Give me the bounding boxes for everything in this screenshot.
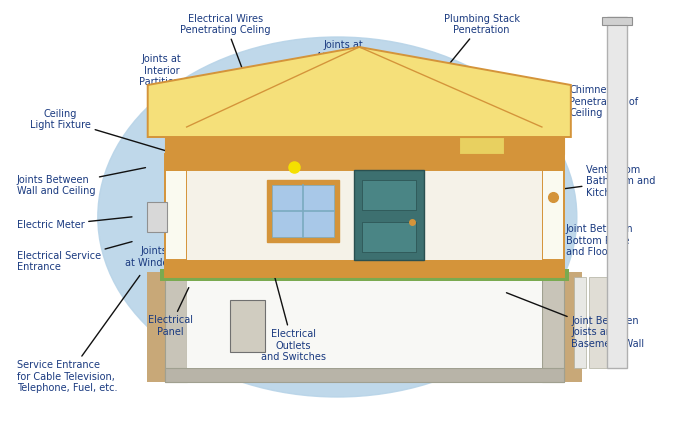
- Bar: [165, 170, 186, 260]
- Bar: [607, 17, 626, 368]
- Ellipse shape: [98, 37, 577, 397]
- Bar: [165, 277, 186, 382]
- Text: Joints at
Attic Hatch: Joints at Attic Hatch: [317, 40, 371, 132]
- Polygon shape: [148, 47, 571, 137]
- Text: Ceiling
Light Fixture: Ceiling Light Fixture: [30, 109, 194, 159]
- Bar: [362, 222, 416, 252]
- Bar: [146, 202, 167, 232]
- Bar: [542, 170, 564, 260]
- Bar: [542, 277, 564, 382]
- Text: Cracks
Around Doors: Cracks Around Doors: [273, 215, 340, 268]
- Text: Joint Between
Joists and
Basement Wall: Joint Between Joists and Basement Wall: [506, 293, 645, 349]
- Text: Plumbing Stack
Penetration: Plumbing Stack Penetration: [438, 14, 520, 77]
- Bar: [273, 185, 334, 237]
- Polygon shape: [146, 272, 582, 382]
- Bar: [165, 154, 564, 170]
- Bar: [362, 180, 416, 210]
- Text: Electric Meter: Electric Meter: [17, 217, 132, 230]
- Text: Joints Between
Wall and Ceiling: Joints Between Wall and Ceiling: [17, 168, 146, 196]
- Text: Chimney
Penetrating of
Ceiling: Chimney Penetrating of Ceiling: [441, 85, 639, 149]
- Bar: [230, 300, 265, 352]
- Text: Vents From
Bathroom and
Kitchen: Vents From Bathroom and Kitchen: [507, 164, 655, 198]
- Text: Electrical
Outlets
and Switches: Electrical Outlets and Switches: [261, 260, 325, 362]
- Bar: [267, 180, 340, 242]
- Text: Joints
at Windows: Joints at Windows: [126, 221, 203, 268]
- Text: Joint Between
Bottom Plate
and Floor: Joint Between Bottom Plate and Floor: [507, 224, 633, 258]
- Bar: [602, 17, 632, 25]
- Bar: [160, 269, 569, 281]
- Bar: [186, 170, 542, 260]
- Bar: [165, 137, 564, 154]
- Bar: [389, 170, 403, 260]
- Bar: [165, 260, 564, 277]
- Text: Joints at
Interior
Partitions: Joints at Interior Partitions: [138, 54, 252, 132]
- Bar: [186, 277, 542, 368]
- Text: Electrical Wires
Penetrating Celing: Electrical Wires Penetrating Celing: [180, 14, 271, 139]
- Bar: [165, 368, 564, 382]
- Text: Service Entrance
for Cable Television,
Telephone, Fuel, etc.: Service Entrance for Cable Television, T…: [17, 275, 140, 393]
- Text: Electrical
Panel: Electrical Panel: [148, 288, 193, 337]
- Bar: [459, 137, 504, 154]
- Text: Electrical Service
Entrance: Electrical Service Entrance: [17, 242, 132, 272]
- Bar: [589, 277, 611, 368]
- Bar: [574, 277, 586, 368]
- Bar: [354, 170, 424, 260]
